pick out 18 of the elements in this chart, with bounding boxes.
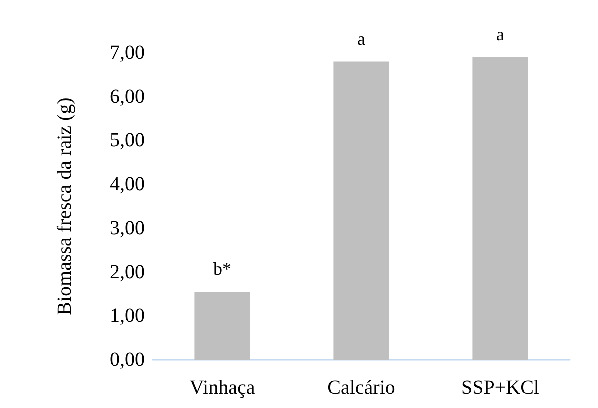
bar [334,62,390,360]
y-tick-label: 3,00 [110,217,145,240]
data-label: b* [214,259,232,280]
x-tick-label: Calcário [328,377,396,399]
y-tick-label: 2,00 [110,261,145,284]
y-axis-title: Biomassa fresca da raiz (g) [54,98,76,316]
x-tick-label: Vinhaça [190,377,256,399]
x-tick-label: SSP+KCl [462,377,540,399]
y-tick-label: 0,00 [110,349,145,371]
bar [194,292,250,360]
y-tick-label: 5,00 [110,130,145,152]
bar [472,57,528,360]
y-tick-label: 1,00 [110,305,145,328]
y-tick-label: 7,00 [110,42,145,64]
y-tick-label: 4,00 [110,174,145,196]
data-label: a [358,28,366,49]
y-tick-label: 6,00 [110,86,145,108]
data-label: a [496,24,504,44]
